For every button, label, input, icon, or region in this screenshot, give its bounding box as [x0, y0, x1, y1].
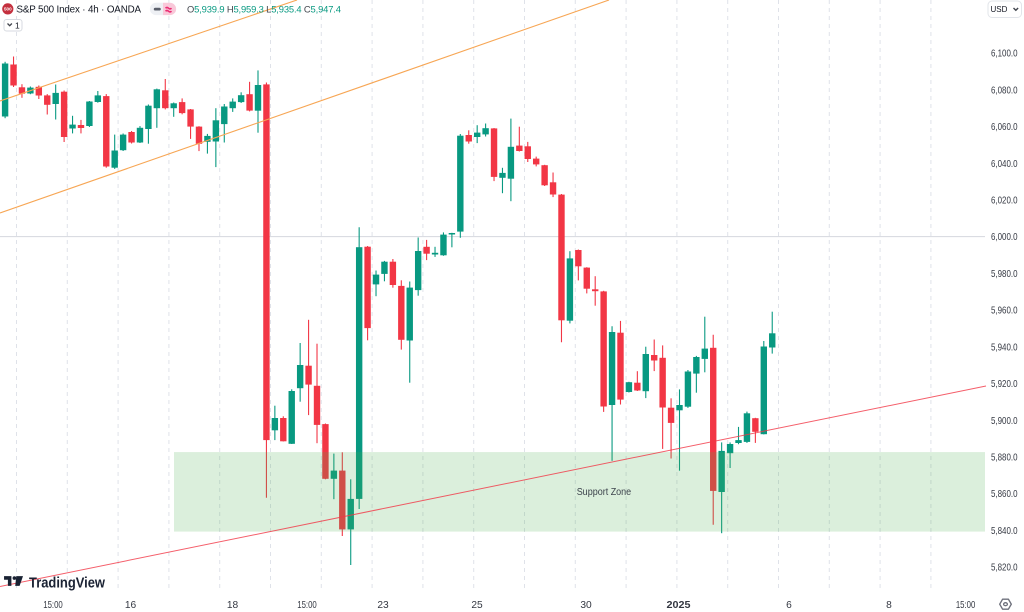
svg-text:TradingView: TradingView: [29, 575, 105, 592]
svg-text:Support Zone: Support Zone: [577, 487, 632, 498]
svg-text:30: 30: [580, 600, 592, 611]
svg-text:15:00: 15:00: [297, 600, 317, 611]
svg-text:6,020.0: 6,020.0: [991, 196, 1018, 207]
svg-text:USD: USD: [991, 5, 1008, 14]
svg-text:8: 8: [886, 600, 892, 611]
svg-text:1: 1: [15, 20, 20, 30]
svg-text:5,940.0: 5,940.0: [991, 342, 1018, 353]
svg-text:5,900.0: 5,900.0: [991, 416, 1018, 427]
svg-text:15:00: 15:00: [43, 600, 63, 611]
svg-text:500: 500: [4, 7, 12, 12]
svg-text:5,920.0: 5,920.0: [991, 379, 1018, 390]
svg-text:5,960.0: 5,960.0: [991, 306, 1018, 317]
svg-text:5,860.0: 5,860.0: [991, 489, 1018, 500]
svg-text:5,880.0: 5,880.0: [991, 453, 1018, 464]
svg-text:18: 18: [227, 600, 239, 611]
svg-text:23: 23: [377, 600, 389, 611]
svg-text:2025: 2025: [667, 600, 691, 611]
svg-text:6,060.0: 6,060.0: [991, 122, 1018, 133]
svg-text:6,100.0: 6,100.0: [991, 49, 1018, 60]
svg-text:6,040.0: 6,040.0: [991, 159, 1018, 170]
svg-text:6,000.0: 6,000.0: [991, 232, 1018, 243]
svg-text:25: 25: [471, 600, 483, 611]
svg-text:15:00: 15:00: [956, 600, 976, 611]
svg-text:6,080.0: 6,080.0: [991, 85, 1018, 96]
svg-text:S&P 500 Index · 4h · OANDA: S&P 500 Index · 4h · OANDA: [17, 4, 142, 15]
svg-text:5,980.0: 5,980.0: [991, 269, 1018, 280]
svg-text:5,840.0: 5,840.0: [991, 526, 1018, 537]
svg-text:6: 6: [786, 600, 792, 611]
svg-text:O5,939.9 H5,959.3 L5,935.4 C5,: O5,939.9 H5,959.3 L5,935.4 C5,947.4: [187, 3, 341, 14]
svg-text:16: 16: [125, 600, 137, 611]
svg-text:5,820.0: 5,820.0: [991, 563, 1018, 574]
